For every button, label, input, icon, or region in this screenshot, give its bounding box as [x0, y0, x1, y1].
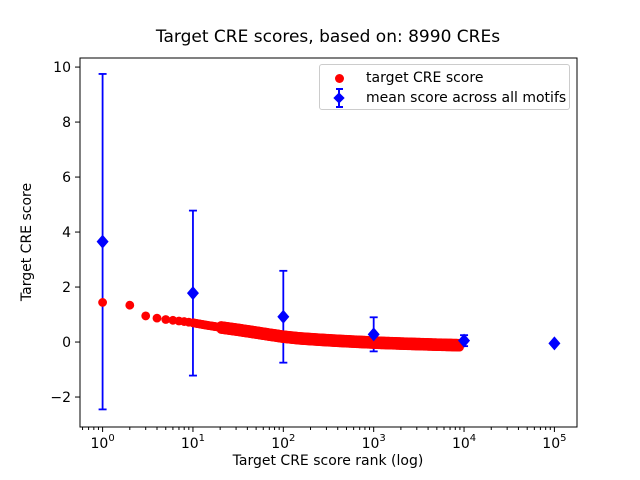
x-tick-label: 105 [542, 433, 566, 452]
x-axis-label: Target CRE score rank (log) [232, 453, 424, 469]
x-tick-label: 104 [452, 433, 476, 452]
x-tick-labels: 100 101 102 103 104 105 [90, 433, 566, 452]
y-tick-label: 8 [62, 115, 71, 131]
legend-entry-mean-score: mean score across all motifs [320, 88, 569, 108]
legend-entry-target-cre-score: target CRE score [320, 68, 569, 88]
x-tick-label: 103 [362, 433, 386, 452]
y-ticks [75, 66, 80, 398]
axes-spines [79, 57, 578, 428]
y-tick-label: 0 [62, 335, 71, 351]
red-scatter-point [98, 298, 107, 307]
red-scatter-point [125, 300, 135, 310]
y-tick-label: 4 [62, 225, 71, 241]
y-axis-label: Target CRE score [19, 182, 35, 302]
mean-score-diamond [458, 333, 471, 348]
red-scatter-point [152, 313, 162, 323]
red-circle-marker-icon [320, 68, 358, 88]
blue-diamond-icon [333, 92, 345, 104]
mean-score-diamond [96, 234, 109, 249]
x-ticks [82, 427, 555, 432]
x-tick-label: 100 [90, 433, 114, 452]
y-tick-label: 2 [62, 280, 71, 296]
mean-score-markers-layer [96, 234, 561, 351]
x-tick-label: 102 [271, 433, 295, 452]
mean-score-diamond [548, 336, 561, 351]
legend-label-mean-score: mean score across all motifs [366, 90, 567, 106]
y-tick-label: 10 [53, 60, 71, 76]
y-tick-label: 6 [62, 170, 71, 186]
blue-diamond-errorbar-marker-icon [320, 88, 358, 108]
mean-score-diamond [186, 286, 199, 301]
red-dot-icon [334, 73, 344, 83]
errorbar-cap-icon [335, 88, 343, 90]
chart-title: Target CRE scores, based on: 8990 CREs [155, 27, 501, 47]
red-scatter-point [141, 311, 151, 321]
red-scatter-series [98, 298, 464, 352]
legend: target CRE score mean score across all m… [319, 64, 570, 110]
mean-score-diamond [367, 327, 380, 342]
x-tick-label: 101 [181, 433, 205, 452]
red-scatter-point [161, 315, 171, 324]
mean-score-diamond [277, 309, 290, 324]
errorbar-lines-layer [98, 73, 559, 411]
errorbar-cap-icon [335, 106, 343, 108]
legend-label-target-cre-score: target CRE score [366, 70, 484, 86]
y-tick-label: −2 [50, 390, 71, 406]
y-tick-labels: −2 0 2 4 6 8 10 [50, 60, 71, 406]
